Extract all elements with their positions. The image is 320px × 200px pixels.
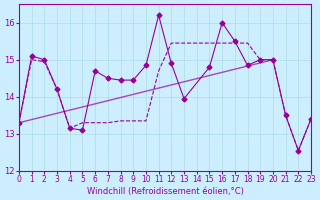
- X-axis label: Windchill (Refroidissement éolien,°C): Windchill (Refroidissement éolien,°C): [86, 187, 244, 196]
